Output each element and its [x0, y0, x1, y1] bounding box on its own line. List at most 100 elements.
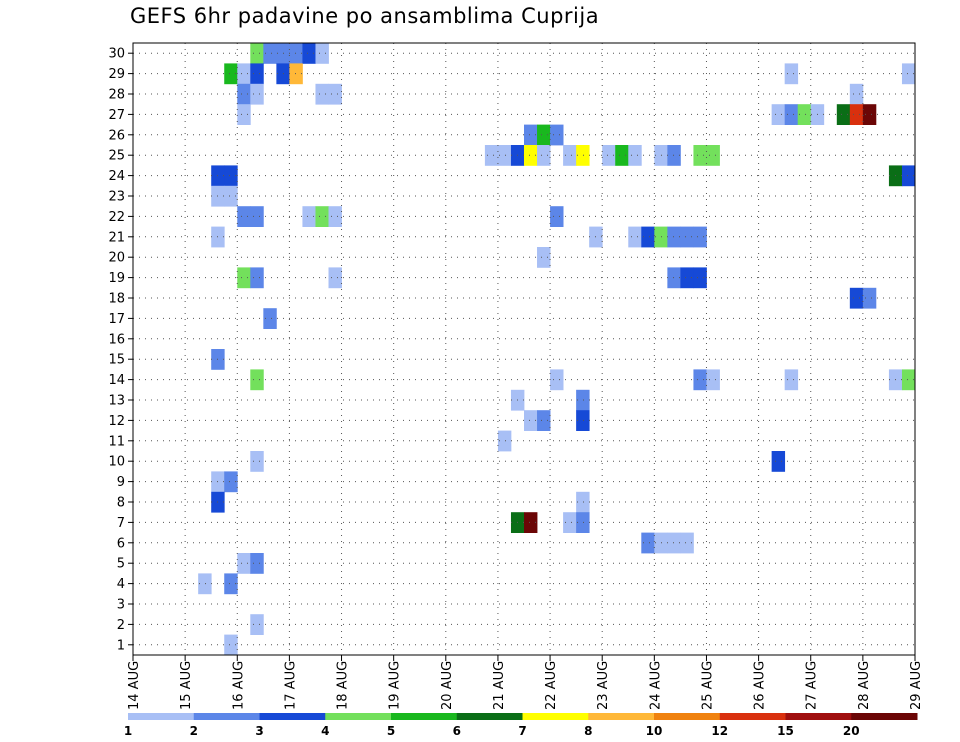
heatmap-cell [537, 410, 551, 431]
heatmap-cell [524, 145, 538, 166]
colorbar-segment [851, 713, 918, 720]
heatmap-cell [250, 614, 264, 635]
plot-frame [132, 42, 916, 656]
y-tick-label: 23 [108, 190, 125, 205]
heatmap-cell [250, 63, 264, 85]
y-tick-label: 9 [117, 475, 125, 490]
heatmap-cell [224, 63, 238, 85]
x-tick-label: 17 AUG [283, 661, 298, 710]
heatmap-cell [784, 104, 799, 125]
heatmap-cell [771, 104, 786, 125]
heatmap-cell [550, 369, 564, 391]
y-tick-label: 10 [108, 455, 125, 470]
y-tick-label: 25 [108, 149, 125, 164]
heatmap-cell [693, 267, 707, 289]
y-tick-label: 8 [117, 496, 125, 511]
y-tick-label: 3 [117, 598, 125, 613]
heatmap-cell [784, 63, 799, 85]
heatmap-cell [901, 63, 916, 85]
heatmap-cell [263, 308, 277, 329]
y-tick-label: 20 [108, 251, 125, 266]
heatmap-cell [250, 43, 264, 64]
x-tick-label: 26 AUG [753, 661, 768, 710]
heatmap-cell [484, 145, 499, 166]
heatmap-cell [524, 512, 538, 533]
colorbar-segment [325, 713, 392, 720]
heatmap-cell [198, 573, 212, 595]
heatmap-cell [302, 206, 316, 227]
heatmap-cell [641, 226, 655, 248]
y-tick-label: 15 [108, 353, 125, 368]
heatmap-cell [680, 267, 694, 289]
heatmap-cell [901, 369, 916, 391]
heatmap-cell [693, 226, 707, 248]
heatmap-cell [576, 389, 590, 411]
colorbar-label: 8 [584, 724, 592, 738]
colorbar-label: 4 [321, 724, 329, 738]
heatmap-cell [224, 471, 238, 493]
y-tick-label: 28 [108, 88, 125, 103]
heatmap-cell [315, 83, 329, 105]
colorbar-segment [719, 713, 786, 720]
heatmap-cell [550, 206, 564, 227]
heatmap-cell [224, 165, 238, 187]
heatmap-cell [602, 145, 616, 166]
colorbar-label: 20 [843, 724, 860, 738]
heatmap-cell [237, 83, 251, 105]
heatmap-cell [836, 104, 851, 125]
heatmap-cell [524, 124, 538, 146]
heatmap-cell [537, 124, 551, 146]
heatmap-cell [563, 145, 577, 166]
x-axis: 14 AUG 15 AUG 16 AUG 17 AUG 18 AUG 19 AUG 20 A… [127, 655, 924, 710]
chart-title: GEFS 6hr padavine po ansamblima Cuprija [130, 4, 600, 28]
heatmap-cell [576, 410, 590, 431]
heatmap-cell [263, 43, 277, 64]
x-tick-label: 21 AUG [492, 661, 507, 710]
heatmap-cell [667, 145, 681, 166]
heatmap-cell [693, 145, 707, 166]
y-tick-label: 2 [117, 618, 125, 633]
heatmap-cell [524, 410, 538, 431]
heatmap-cell [237, 553, 251, 574]
y-tick-label: 18 [108, 292, 125, 307]
x-tick-label: 27 AUG [805, 661, 820, 710]
heatmap-cell [667, 532, 681, 554]
x-tick-label: 25 AUG [700, 661, 715, 710]
heatmap-cell [289, 63, 303, 85]
colorbar-label: 5 [387, 724, 395, 738]
heatmap-cell [315, 43, 329, 64]
heatmap-cell [628, 226, 642, 248]
colorbar-segment [785, 713, 852, 720]
colorbar-segment [588, 713, 655, 720]
colorbar-label: 15 [777, 724, 794, 738]
y-tick-label: 29 [108, 67, 125, 82]
heatmap-cell [680, 226, 694, 248]
y-tick-label: 7 [117, 516, 125, 531]
heatmap-cell [706, 369, 720, 391]
heatmap-cell [224, 634, 238, 656]
heatmap-cell [901, 165, 916, 187]
y-tick-label: 5 [117, 557, 125, 572]
y-tick-label: 17 [108, 312, 125, 327]
heatmap-cell [250, 206, 264, 227]
y-tick-label: 6 [117, 536, 125, 551]
heatmap-cell [576, 145, 590, 166]
dotted-grid [133, 43, 915, 655]
heatmap-cells [198, 43, 916, 656]
colorbar-segment [522, 713, 589, 720]
y-axis: 1234567891011121314151617181920212223242… [108, 47, 133, 653]
heatmap-cell [563, 512, 577, 533]
colorbar-label: 7 [518, 724, 526, 738]
heatmap-cell [849, 83, 864, 105]
heatmap-cell [302, 43, 316, 64]
heatmap-cell [576, 491, 590, 513]
heatmap-cell [237, 267, 251, 289]
y-tick-label: 12 [108, 414, 125, 429]
heatmap-cell [706, 145, 720, 166]
x-tick-label: 15 AUG [179, 661, 194, 710]
heatmap-cell [797, 104, 812, 125]
y-tick-label: 19 [108, 271, 125, 286]
heatmap-cell [784, 369, 799, 391]
y-tick-label: 16 [108, 332, 125, 347]
